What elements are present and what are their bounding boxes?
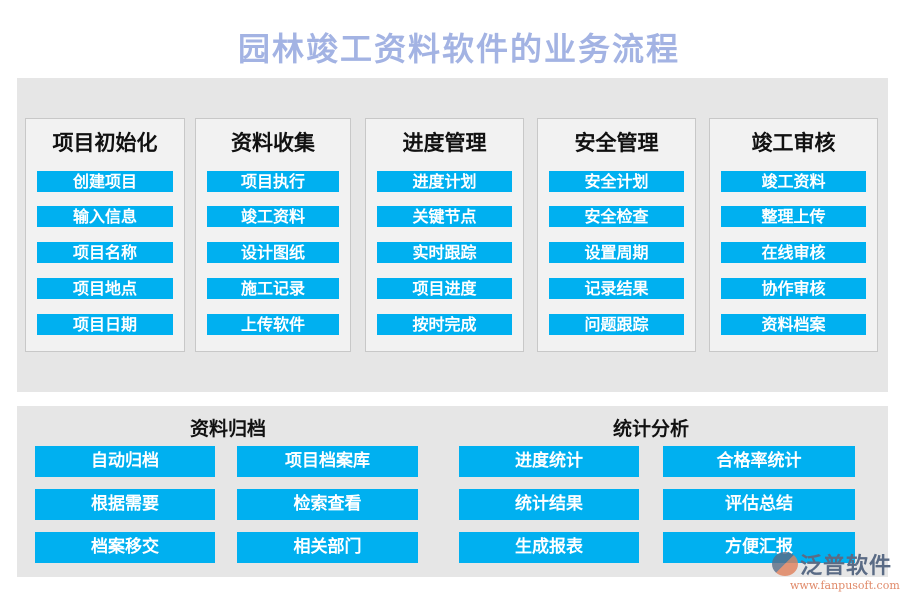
archive-item: 档案移交 (35, 532, 215, 563)
stage-column: 项目初始化创建项目输入信息项目名称项目地点项目日期 (25, 118, 185, 352)
archive-heading: 资料归档 (189, 418, 266, 440)
stage-item: 设计图纸 (207, 242, 339, 263)
stage-item: 创建项目 (37, 171, 173, 192)
archive-item: 根据需要 (35, 489, 215, 520)
stats-item: 合格率统计 (663, 446, 855, 477)
stage-item: 实时跟踪 (377, 242, 512, 263)
stage-item: 项目名称 (37, 242, 173, 263)
archive-item: 检索查看 (237, 489, 418, 520)
stage-item: 问题跟踪 (549, 314, 684, 335)
stage-item: 上传软件 (207, 314, 339, 335)
stage-item: 进度计划 (377, 171, 512, 192)
stage-item: 设置周期 (549, 242, 684, 263)
archive-item: 相关部门 (237, 532, 418, 563)
fanpu-logo: 泛普软件 www.fanpusoft.com (770, 548, 900, 598)
stats-heading: 统计分析 (612, 418, 689, 440)
stage-item: 关键节点 (377, 206, 512, 227)
stage-item: 整理上传 (721, 206, 866, 227)
stats-item: 方便汇报 (663, 532, 855, 563)
stage-item: 记录结果 (549, 278, 684, 299)
stats-item: 统计结果 (459, 489, 639, 520)
stage-item: 在线审核 (721, 242, 866, 263)
stage-item: 安全计划 (549, 171, 684, 192)
stage-column: 安全管理安全计划安全检查设置周期记录结果问题跟踪 (537, 118, 696, 352)
stage-item: 资料档案 (721, 314, 866, 335)
stats-item: 进度统计 (459, 446, 639, 477)
logo-name: 泛普软件 (800, 554, 893, 579)
stage-item: 项目执行 (207, 171, 339, 192)
stage-column: 进度管理进度计划关键节点实时跟踪项目进度按时完成 (365, 118, 524, 352)
page-title: 园林竣工资料软件的业务流程 (237, 30, 680, 68)
stage-item: 安全检查 (549, 206, 684, 227)
stage-heading: 资料收集 (231, 131, 315, 155)
stage-item: 按时完成 (377, 314, 512, 335)
stage-heading: 安全管理 (574, 131, 659, 155)
stage-item: 输入信息 (37, 206, 173, 227)
stage-item: 竣工资料 (721, 171, 866, 192)
stage-heading: 项目初始化 (52, 131, 158, 155)
stage-item: 协作审核 (721, 278, 866, 299)
stage-heading: 竣工审核 (751, 131, 836, 155)
stats-item: 生成报表 (459, 532, 639, 563)
stage-item: 项目进度 (377, 278, 512, 299)
logo-url: www.fanpusoft.com (790, 579, 900, 592)
stage-item: 竣工资料 (207, 206, 339, 227)
stage-item: 施工记录 (207, 278, 339, 299)
stage-column: 竣工审核竣工资料整理上传在线审核协作审核资料档案 (709, 118, 878, 352)
stage-heading: 进度管理 (402, 131, 487, 155)
stage-item: 项目日期 (37, 314, 173, 335)
archive-item: 自动归档 (35, 446, 215, 477)
stage-column: 资料收集项目执行竣工资料设计图纸施工记录上传软件 (195, 118, 351, 352)
logo-mark-icon (772, 552, 798, 576)
stage-item: 项目地点 (37, 278, 173, 299)
stats-item: 评估总结 (663, 489, 855, 520)
archive-item: 项目档案库 (237, 446, 418, 477)
